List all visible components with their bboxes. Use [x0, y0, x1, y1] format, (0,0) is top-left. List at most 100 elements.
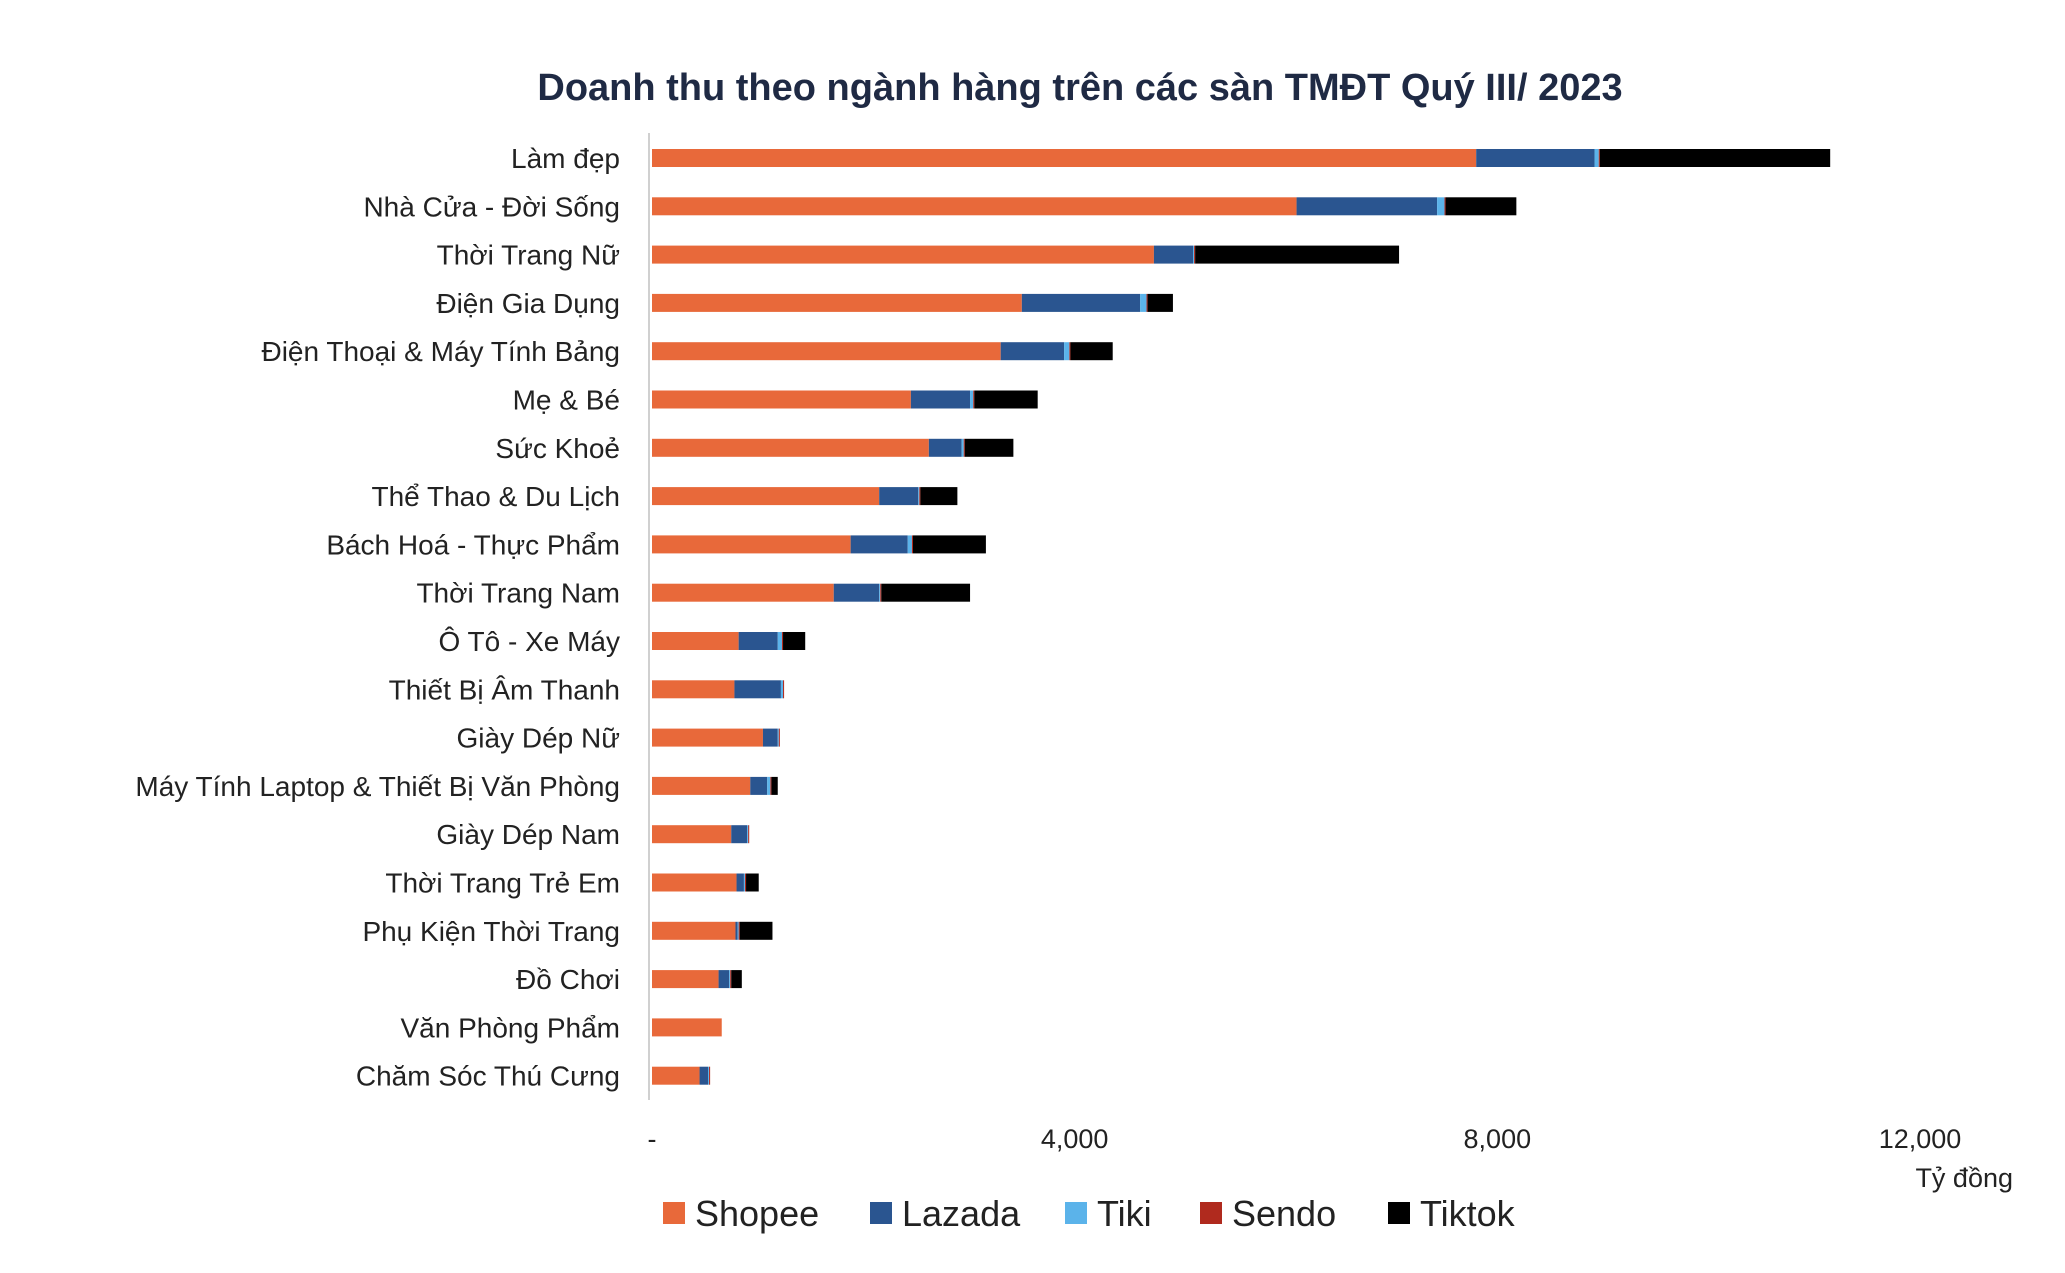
- x-tick-label: 12,000: [1879, 1124, 1962, 1154]
- category-label: Thiết Bị Âm Thanh: [389, 674, 620, 705]
- category-label: Nhà Cửa - Đời Sống: [363, 191, 620, 222]
- legend-label-shopee: Shopee: [695, 1193, 819, 1234]
- category-label: Thời Trang Nam: [416, 578, 620, 609]
- bar-segment-shopee: [652, 873, 737, 892]
- bar-segment-shopee: [652, 293, 1022, 312]
- bar-segment-tiki: [1064, 342, 1070, 361]
- x-tick-label: 4,000: [1041, 1124, 1109, 1154]
- category-label: Giày Dép Nam: [436, 819, 620, 850]
- bar-segment-sendo: [1146, 293, 1148, 312]
- bar-segment-tiktok: [920, 487, 958, 506]
- bar-segment-tiktok: [783, 632, 806, 650]
- bar-segment-lazada: [699, 1066, 709, 1085]
- category-label: Mẹ & Bé: [513, 385, 620, 416]
- bar-segment-tiktok: [974, 390, 1038, 409]
- bar-segment-tiktok: [746, 873, 759, 892]
- chart-title: Doanh thu theo ngành hàng trên các sàn T…: [537, 67, 1622, 109]
- bar-segment-sendo: [738, 921, 740, 940]
- bar-segment-lazada: [928, 438, 962, 457]
- category-label: Bách Hoá - Thực Phẩm: [326, 529, 620, 560]
- bar-segment-tiki: [961, 438, 964, 457]
- category-label: Phụ Kiện Thời Trang: [362, 916, 620, 947]
- bar-segment-shopee: [652, 680, 735, 699]
- category-label: Thời Trang Nữ: [437, 240, 620, 271]
- x-tick-labels: - 4,000 8,000 12,000: [648, 1124, 1962, 1154]
- x-tick-label: 8,000: [1464, 1124, 1532, 1154]
- bar-segment-lazada: [731, 825, 748, 844]
- bar-segment-tiktok: [881, 583, 971, 602]
- category-label: Thời Trang Trẻ Em: [385, 868, 620, 899]
- bar-segment-lazada: [879, 487, 919, 506]
- bar-segment-shopee: [652, 632, 739, 650]
- category-label: Làm đẹp: [511, 143, 620, 174]
- bar-segment-sendo: [880, 583, 882, 602]
- bar-segment-sendo: [744, 873, 747, 892]
- bar-segment-tiktok: [731, 970, 742, 989]
- bar-segment-shopee: [652, 245, 1154, 264]
- bar-segment-lazada: [850, 535, 908, 554]
- bar-segment-sendo: [919, 487, 921, 506]
- bar-segment-lazada: [833, 583, 880, 602]
- bar-segment-tiki: [1193, 245, 1195, 264]
- bar-segment-sendo: [709, 1066, 711, 1085]
- bar-segment-shopee: [652, 535, 851, 554]
- bar-segment-lazada: [750, 776, 768, 795]
- bar-segment-lazada: [735, 921, 738, 940]
- category-label: Điện Gia Dụng: [436, 288, 620, 319]
- bars-layer: [652, 149, 1831, 1085]
- bar-segment-tiki: [780, 680, 784, 699]
- bar-segment-lazada: [738, 632, 778, 650]
- bar-segment-shopee: [652, 149, 1477, 167]
- bar-segment-tiki: [970, 390, 974, 409]
- bar-segment-shopee: [652, 825, 732, 844]
- bar-segment-shopee: [652, 438, 929, 457]
- bar-segment-tiktok: [739, 921, 773, 940]
- bar-segment-sendo: [911, 535, 913, 554]
- bar-segment-sendo: [1444, 197, 1446, 216]
- bar-segment-tiktok: [1147, 293, 1173, 312]
- legend-label-tiki: Tiki: [1097, 1193, 1152, 1234]
- bar-segment-tiki: [879, 583, 881, 602]
- bar-segment-tiki: [918, 487, 920, 506]
- legend: Shopee Lazada Tiki Sendo Tiktok: [663, 1193, 1516, 1234]
- bar-segment-sendo: [1069, 342, 1071, 361]
- bar-segment-sendo: [783, 680, 785, 699]
- bar-segment-tiki: [708, 1066, 710, 1085]
- bar-segment-sendo: [770, 776, 772, 795]
- category-label: Ô Tô - Xe Máy: [438, 626, 620, 657]
- bar-segment-lazada: [1000, 342, 1065, 361]
- bar-segment-shopee: [652, 1066, 700, 1085]
- legend-label-sendo: Sendo: [1232, 1193, 1336, 1234]
- bar-segment-lazada: [734, 680, 781, 699]
- category-label: Chăm Sóc Thú Cưng: [356, 1061, 620, 1092]
- bar-segment-sendo: [778, 728, 780, 747]
- category-label: Đồ Chơi: [516, 964, 620, 995]
- category-labels: Làm đẹp Nhà Cửa - Đời Sống Thời Trang Nữ Đi…: [135, 143, 620, 1092]
- bar-segment-shopee: [652, 390, 911, 409]
- bar-segment-tiki: [743, 873, 745, 892]
- legend-swatch-tiki: [1065, 1202, 1087, 1224]
- bar-segment-tiki: [737, 921, 739, 940]
- bar-segment-tiktok: [1070, 342, 1113, 361]
- bar-segment-lazada: [1476, 149, 1595, 167]
- bar-segment-tiktok: [912, 535, 986, 554]
- legend-label-tiktok: Tiktok: [1420, 1193, 1516, 1234]
- bar-segment-sendo: [748, 825, 750, 844]
- bar-segment-tiktok: [771, 776, 778, 795]
- bar-segment-tiki: [777, 728, 779, 747]
- bar-segment-sendo: [730, 970, 732, 989]
- unit-label: Tỷ đồng: [1915, 1163, 2013, 1193]
- bar-segment-tiki: [747, 825, 749, 844]
- bar-segment-tiki: [767, 776, 771, 795]
- bar-segment-shopee: [652, 1018, 722, 1037]
- bar-segment-tiktok: [1195, 245, 1400, 264]
- bar-segment-tiki: [907, 535, 912, 554]
- legend-swatch-sendo: [1200, 1202, 1222, 1224]
- bar-segment-tiki: [777, 632, 782, 650]
- bar-segment-sendo: [781, 632, 784, 650]
- bar-segment-lazada: [910, 390, 971, 409]
- category-label: Điện Thoại & Máy Tính Bảng: [261, 336, 620, 367]
- bar-segment-tiki: [1140, 293, 1147, 312]
- bar-segment-tiki: [1437, 197, 1445, 216]
- category-label: Sức Khoẻ: [495, 433, 620, 464]
